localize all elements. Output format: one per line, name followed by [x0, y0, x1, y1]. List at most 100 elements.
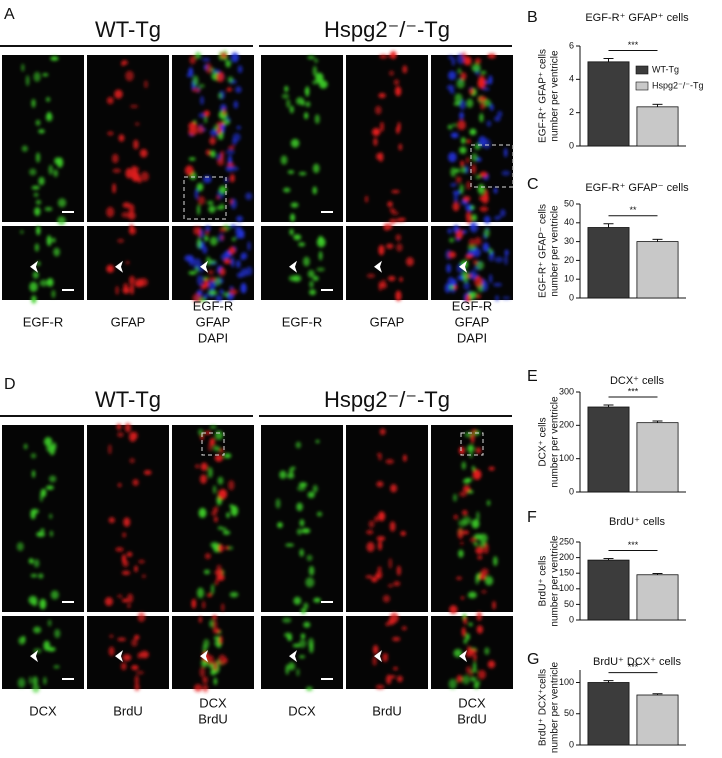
signal-spot	[397, 121, 401, 132]
legend-label: WT-Tg	[652, 64, 679, 74]
signal-spot	[227, 76, 234, 83]
signal-spot	[202, 676, 208, 684]
signal-spot	[387, 275, 396, 282]
signal-spot	[193, 258, 202, 267]
signal-spot	[447, 124, 453, 130]
signal-spot	[192, 75, 199, 87]
arrowhead	[374, 260, 382, 273]
signal-spot	[231, 256, 235, 268]
signal-spot	[129, 457, 135, 464]
signal-spot	[366, 541, 375, 552]
signal-spot	[463, 56, 472, 66]
signal-spot	[129, 223, 134, 233]
signal-spot	[219, 203, 225, 210]
signal-spot	[470, 433, 475, 444]
micrograph	[431, 55, 513, 222]
signal	[288, 228, 326, 296]
signal-spot	[366, 273, 376, 278]
signal-spot	[379, 121, 385, 133]
y-tick-label: 50	[564, 198, 574, 208]
y-axis-label: EGF-R⁺ GFAP⁻ cells	[538, 204, 549, 298]
signal-spot	[212, 660, 218, 671]
signal-spot	[46, 111, 52, 121]
y-tick-label: 0	[569, 739, 574, 749]
signal-spot	[469, 672, 473, 676]
signal-spot	[398, 143, 403, 151]
signal-spot	[197, 274, 204, 286]
signal-spot	[192, 88, 201, 93]
signal-spot	[226, 512, 230, 519]
signal-spot	[469, 537, 477, 543]
signal-spot	[214, 277, 222, 286]
signal	[448, 611, 496, 690]
signal-spot	[366, 530, 374, 535]
y-tick-label: 0	[569, 292, 574, 302]
arrowhead	[30, 650, 38, 663]
signal	[17, 619, 61, 693]
signal	[106, 223, 149, 295]
signal-spot	[46, 235, 52, 247]
signal-spot	[453, 285, 458, 290]
significance-label: ***	[628, 40, 639, 50]
signal-spot	[202, 601, 206, 609]
signal-spot	[459, 111, 464, 120]
y-axis-label: EGF-R⁺ GFAP⁺ cells	[538, 49, 549, 143]
signal-spot	[230, 166, 239, 171]
channel-label: GFAP	[111, 314, 146, 329]
signal-spot	[208, 205, 216, 214]
signal-spot	[399, 277, 403, 282]
signal-spot	[125, 260, 130, 265]
signal-spot	[196, 125, 205, 134]
signal-spot	[461, 627, 466, 637]
signal-spot	[373, 137, 378, 147]
signal-spot	[122, 202, 131, 208]
signal-spot	[299, 655, 306, 659]
signal-spot	[300, 608, 307, 614]
signal-spot	[229, 591, 239, 598]
signal-spot	[17, 677, 26, 689]
signal-spot	[38, 573, 44, 579]
bar	[636, 241, 679, 299]
signal-spot	[458, 446, 465, 455]
signal-spot	[279, 470, 287, 480]
signal-spot	[205, 149, 211, 156]
signal-spot	[108, 646, 115, 657]
signal-spot	[202, 643, 208, 655]
panel-letter: E	[527, 368, 538, 385]
signal-spot	[230, 224, 237, 228]
signal-spot	[134, 565, 138, 573]
signal-spot	[371, 577, 378, 583]
signal-spot	[213, 516, 218, 523]
signal-spot	[462, 485, 471, 493]
signal-spot	[488, 466, 495, 471]
signal-spot	[382, 594, 391, 603]
signal-spot	[314, 114, 320, 124]
signal	[275, 439, 323, 614]
signal-spot	[477, 183, 485, 195]
signal-spot	[212, 485, 217, 494]
signal-spot	[475, 574, 480, 585]
signal-spot	[480, 70, 487, 75]
zoom-box	[183, 176, 227, 220]
signal-spot	[108, 517, 115, 524]
signal-spot	[204, 225, 211, 232]
signal-spot	[53, 169, 58, 178]
signal-spot	[142, 574, 146, 579]
zoom-box	[460, 432, 484, 456]
signal-spot	[494, 256, 504, 263]
signal-spot	[283, 187, 291, 193]
signal-spot	[210, 150, 216, 158]
signal-spot	[447, 70, 457, 81]
signal-spot	[374, 515, 379, 523]
signal-spot	[201, 57, 211, 62]
panel-letter: C	[527, 176, 539, 193]
signal-spot	[460, 160, 465, 167]
signal	[280, 55, 328, 222]
signal-spot	[217, 526, 223, 530]
signal-spot	[312, 80, 319, 85]
signal-spot	[31, 295, 37, 304]
micrograph	[172, 616, 254, 689]
signal-spot	[500, 209, 506, 217]
y-tick-label: 100	[559, 453, 574, 463]
signal-spot	[306, 554, 313, 562]
